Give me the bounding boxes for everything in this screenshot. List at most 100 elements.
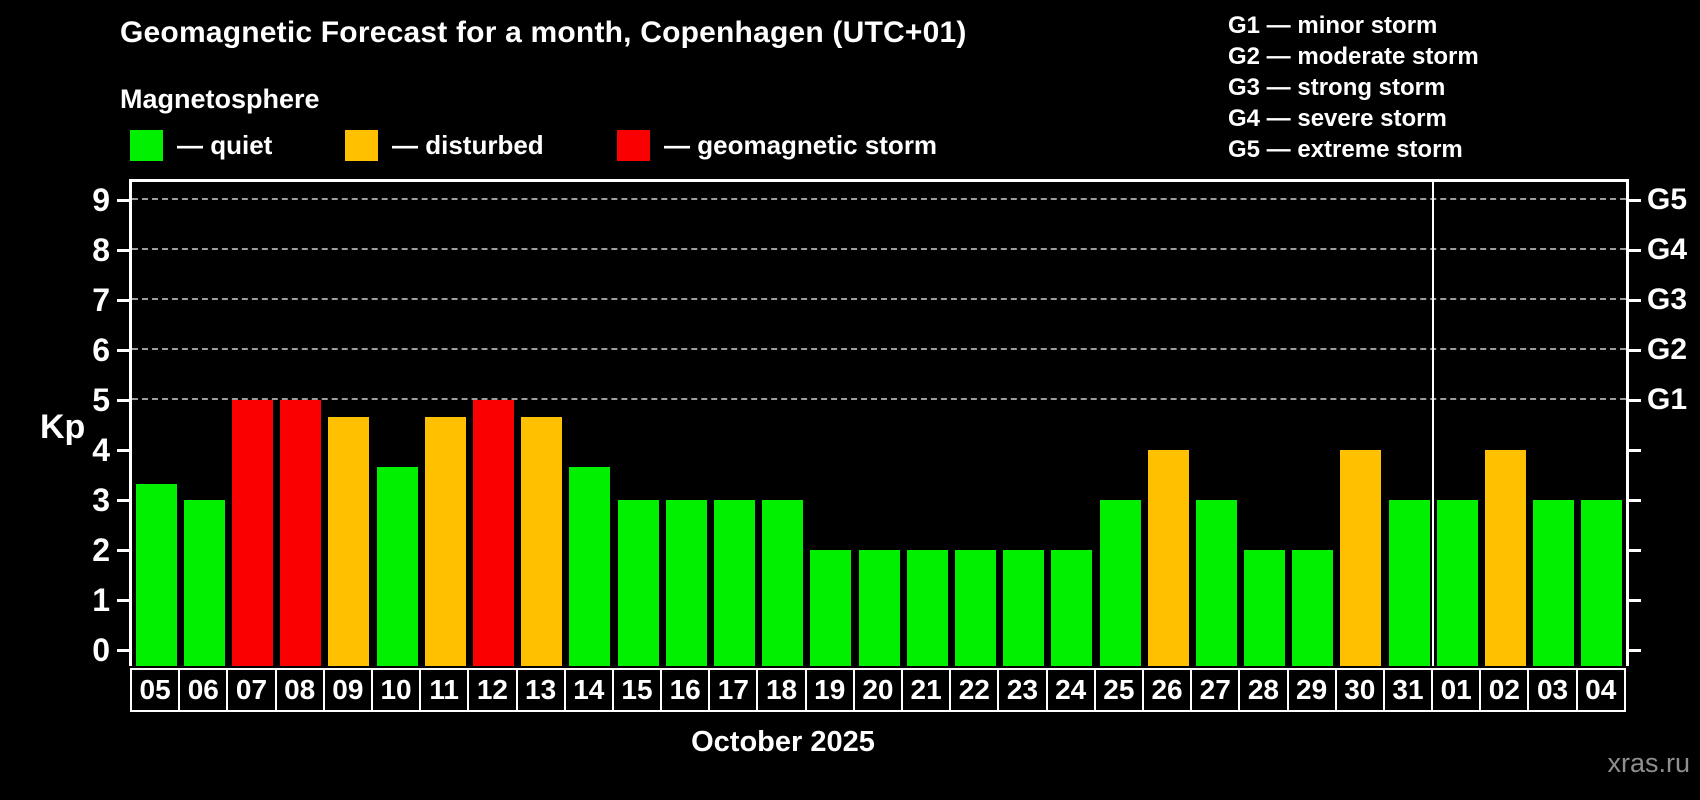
date-box-03: 03 bbox=[1527, 668, 1578, 712]
plot-area bbox=[129, 179, 1629, 666]
y-tick-left-7 bbox=[117, 299, 129, 302]
date-box-16: 16 bbox=[660, 668, 711, 712]
kp-bar-09 bbox=[328, 416, 370, 666]
date-box-21: 21 bbox=[901, 668, 952, 712]
legend-item-label: — geomagnetic storm bbox=[664, 129, 938, 160]
y-tick-right-1 bbox=[1629, 599, 1641, 602]
g-scale-legend: G1 — minor storm G2 — moderate storm G3 … bbox=[1228, 10, 1479, 165]
kp-bar-18 bbox=[762, 500, 804, 666]
kp-bar-08 bbox=[280, 400, 322, 666]
kp-bar-05 bbox=[135, 483, 177, 666]
date-box-04: 04 bbox=[1575, 668, 1626, 712]
legend-item-label: — quiet bbox=[177, 129, 273, 160]
y-tick-right-0 bbox=[1629, 649, 1641, 652]
kp-bar-15 bbox=[617, 500, 659, 666]
g-axis-label-g1: G1 bbox=[1647, 383, 1688, 416]
date-box-15: 15 bbox=[611, 668, 663, 712]
y-tick-label-2: 2 bbox=[92, 532, 110, 568]
date-box-27: 27 bbox=[1190, 668, 1241, 712]
date-box-20: 20 bbox=[852, 668, 903, 712]
date-box-05: 05 bbox=[130, 668, 181, 712]
kp-bar-13 bbox=[521, 416, 563, 666]
kp-bar-17 bbox=[713, 500, 755, 666]
kp-bar-04 bbox=[1581, 500, 1623, 666]
legend-item-label: — disturbed bbox=[392, 129, 544, 160]
y-tick-label-4: 4 bbox=[92, 432, 110, 468]
date-box-02: 02 bbox=[1479, 668, 1530, 712]
y-tick-left-8 bbox=[117, 249, 129, 252]
g-axis-label-g3: G3 bbox=[1647, 283, 1688, 316]
y-tick-left-4 bbox=[117, 449, 129, 452]
legend-item-storm: — geomagnetic storm bbox=[617, 128, 937, 162]
kp-bar-07 bbox=[232, 400, 273, 666]
y-tick-right-9 bbox=[1629, 199, 1641, 202]
kp-bar-27 bbox=[1195, 500, 1237, 666]
y-tick-right-7 bbox=[1629, 299, 1641, 302]
month-label: October 2025 bbox=[691, 726, 875, 758]
date-box-28: 28 bbox=[1238, 668, 1289, 712]
date-box-07: 07 bbox=[226, 668, 277, 712]
y-tick-label-5: 5 bbox=[92, 382, 110, 418]
g-axis-label-g5: G5 bbox=[1647, 183, 1688, 216]
date-box-18: 18 bbox=[756, 668, 807, 712]
date-box-22: 22 bbox=[949, 668, 1000, 712]
kp-bar-12 bbox=[473, 400, 514, 666]
y-tick-left-5 bbox=[117, 399, 129, 402]
date-box-14: 14 bbox=[563, 668, 614, 712]
kp-bar-22 bbox=[954, 550, 996, 666]
y-tick-label-0: 0 bbox=[92, 632, 110, 668]
kp-bar-24 bbox=[1051, 550, 1093, 666]
date-box-19: 19 bbox=[804, 668, 855, 712]
g5-legend-line: G5 — extreme storm bbox=[1228, 136, 1463, 163]
y-tick-label-1: 1 bbox=[92, 582, 110, 618]
g-axis-label-g4: G4 bbox=[1647, 233, 1688, 266]
y-tick-left-1 bbox=[117, 599, 129, 602]
date-box-26: 26 bbox=[1141, 668, 1193, 712]
gridline-kp6 bbox=[132, 348, 1626, 350]
g4-legend-line: G4 — severe storm bbox=[1228, 105, 1447, 132]
date-box-29: 29 bbox=[1286, 668, 1337, 712]
date-box-13: 13 bbox=[515, 668, 566, 712]
kp-bar-06 bbox=[183, 500, 225, 666]
magnetosphere-legend-title: Magnetosphere bbox=[120, 84, 320, 114]
kp-bar-23 bbox=[1003, 550, 1045, 666]
kp-bar-03 bbox=[1533, 500, 1575, 666]
gridline-kp5 bbox=[132, 398, 1626, 400]
y-tick-left-9 bbox=[117, 199, 129, 202]
date-axis: 05 06 07 08 09 10 11 12 13 14 15 16 17 18 19 20 21 22 23 24… bbox=[130, 668, 1626, 712]
date-box-17: 17 bbox=[708, 668, 759, 712]
chart-title: Geomagnetic Forecast for a month, Copenh… bbox=[120, 16, 967, 49]
y-tick-right-3 bbox=[1629, 499, 1641, 502]
y-tick-label-3: 3 bbox=[92, 482, 110, 518]
gridline-kp8 bbox=[132, 248, 1626, 250]
y-tick-right-8 bbox=[1629, 249, 1641, 252]
date-box-10: 10 bbox=[370, 668, 422, 712]
y-tick-right-2 bbox=[1629, 549, 1641, 552]
y-tick-right-6 bbox=[1629, 349, 1641, 352]
g2-legend-line: G2 — moderate storm bbox=[1228, 43, 1479, 70]
quiet-color-swatch bbox=[130, 129, 163, 161]
y-tick-label-7: 7 bbox=[92, 282, 110, 318]
kp-bar-10 bbox=[376, 466, 418, 666]
kp-bar-28 bbox=[1244, 550, 1285, 666]
y-tick-label-8: 8 bbox=[92, 232, 110, 268]
kp-bar-11 bbox=[424, 416, 466, 666]
date-box-06: 06 bbox=[178, 668, 229, 712]
kp-bar-31 bbox=[1388, 500, 1430, 666]
legend-item-disturbed: — disturbed bbox=[345, 128, 544, 162]
y-tick-left-6 bbox=[117, 349, 129, 352]
g1-legend-line: G1 — minor storm bbox=[1228, 12, 1438, 39]
gridline-kp9 bbox=[132, 198, 1626, 200]
kp-bar-02 bbox=[1485, 450, 1526, 666]
kp-bar-30 bbox=[1340, 450, 1382, 666]
date-box-01: 01 bbox=[1431, 668, 1482, 712]
watermark: xras.ru bbox=[1607, 748, 1690, 778]
kp-bar-19 bbox=[810, 550, 852, 666]
kp-bar-16 bbox=[665, 500, 707, 666]
legend-item-quiet: — quiet bbox=[130, 128, 272, 162]
y-tick-left-3 bbox=[117, 499, 129, 502]
kp-bar-20 bbox=[858, 550, 900, 666]
g3-legend-line: G3 — strong storm bbox=[1228, 74, 1446, 101]
date-box-09: 09 bbox=[322, 668, 373, 712]
